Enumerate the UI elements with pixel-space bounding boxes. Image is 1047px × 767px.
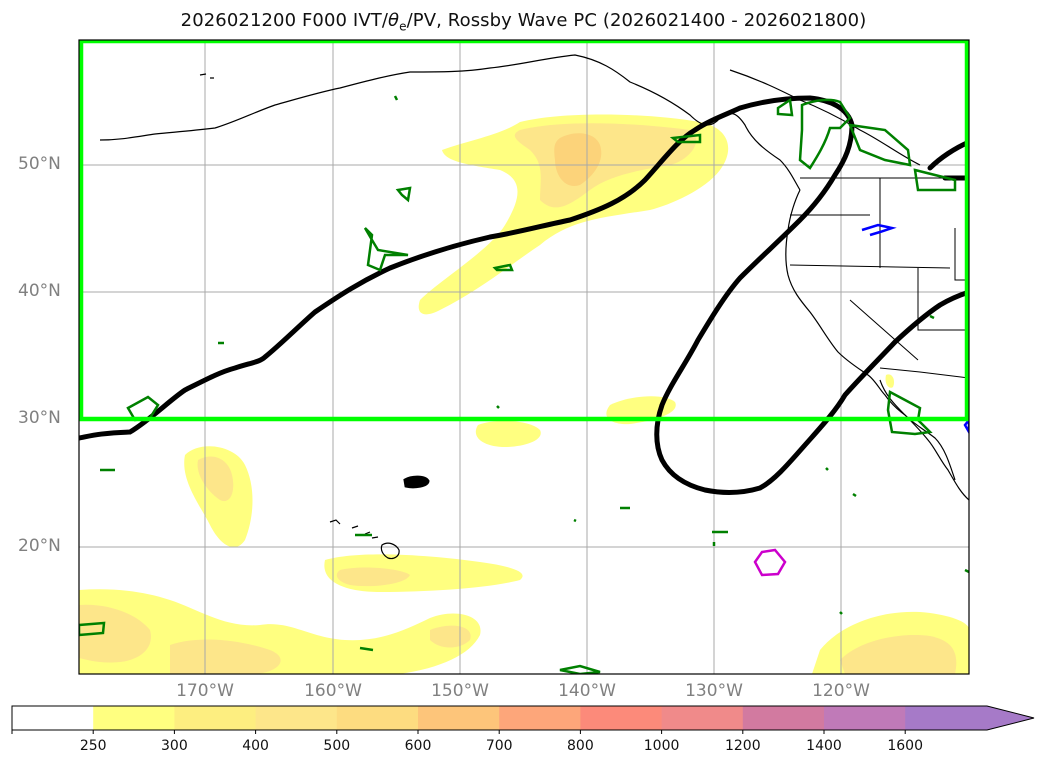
- rossby-contour-main: [79, 95, 969, 495]
- ivt-band-20n-core: [336, 567, 410, 587]
- colorbar-label-800: 800: [567, 738, 594, 754]
- aleutian-coast: [99, 54, 801, 191]
- theta-e-contours: [79, 95, 969, 674]
- ivt-patch-east-south-core: [840, 635, 957, 674]
- theta-contour-2: [363, 227, 409, 272]
- pv-contour-magenta-1: [753, 548, 787, 577]
- theta-contour-3: [395, 186, 412, 203]
- colorbar-label-700: 700: [485, 738, 513, 754]
- theta-contour-7: [798, 98, 852, 170]
- theta-contour-15: [218, 95, 969, 615]
- map-frame: [78, 39, 970, 675]
- hawaii-chain: [329, 519, 379, 539]
- colorbar-label-400: 400: [242, 738, 269, 754]
- title-suffix: /PV, Rossby Wave PC (2026021400 - 202602…: [406, 10, 867, 31]
- rossby-blob-hawaii: [403, 475, 430, 489]
- title-theta-subscript: e: [399, 19, 407, 34]
- theta-contour-8: [848, 123, 912, 167]
- lat-label-20n: 20°N: [18, 536, 61, 556]
- colorbar-label-600: 600: [404, 738, 432, 754]
- theta-contour-12: [559, 664, 601, 674]
- title-theta: θ: [388, 10, 400, 31]
- title-prefix: 2026021200 F000 IVT/: [180, 10, 388, 31]
- ivt-band-south-core: [79, 604, 471, 674]
- colorbar-label-1600: 1600: [887, 738, 924, 754]
- lon-label-130w: 130°W: [685, 681, 743, 701]
- pv-contours-blue: [861, 223, 969, 435]
- theta-contour-14: [355, 530, 728, 652]
- colorbar-label-1400: 1400: [806, 738, 842, 754]
- us-state-lines: [789, 178, 969, 361]
- colorbar-label-500: 500: [323, 738, 351, 754]
- ivt-patch-30n: [475, 420, 541, 447]
- pv-contours-magenta: [753, 548, 787, 577]
- lon-label-160w: 160°W: [304, 681, 362, 701]
- political-borders: [789, 177, 969, 379]
- lon-label-150w: 150°W: [431, 681, 489, 701]
- lat-label-50n: 50°N: [18, 154, 61, 174]
- theta-contour-6: [776, 97, 794, 117]
- theta-contour-4: [492, 263, 514, 272]
- region-box: [79, 40, 969, 422]
- lat-label-30n: 30°N: [18, 408, 61, 428]
- lon-label-120w: 120°W: [812, 681, 870, 701]
- ivt-plume-north-max: [554, 133, 602, 186]
- theta-contour-11: [79, 621, 106, 637]
- hawaii-big-island: [380, 542, 400, 560]
- canada-coast-north: [729, 69, 921, 166]
- lon-label-140w: 140°W: [558, 681, 616, 701]
- map-title: 2026021200 F000 IVT/θe/PV, Rossby Wave P…: [0, 10, 1047, 34]
- ivt-patch-baja: [885, 374, 895, 388]
- colorbar-label-1200: 1200: [724, 738, 761, 754]
- pv-contour-blue-2: [963, 417, 969, 435]
- island-small-1: [199, 73, 214, 79]
- lat-label-40n: 40°N: [18, 281, 61, 301]
- baja-coast: [879, 379, 956, 481]
- ivt-patch-west-core: [197, 456, 234, 502]
- theta-contour-5: [669, 133, 702, 144]
- colorbar-label-300: 300: [161, 738, 188, 754]
- colorbar-label-250: 250: [79, 738, 107, 754]
- colorbar-label-1000: 1000: [643, 738, 680, 754]
- pv-contour-blue-1: [861, 223, 897, 237]
- coastlines: [99, 54, 969, 560]
- north-american-west-coast: [785, 189, 969, 501]
- theta-contour-9: [913, 168, 957, 192]
- lon-label-170w: 170°W: [176, 681, 234, 701]
- us-mexico-border: [879, 367, 969, 379]
